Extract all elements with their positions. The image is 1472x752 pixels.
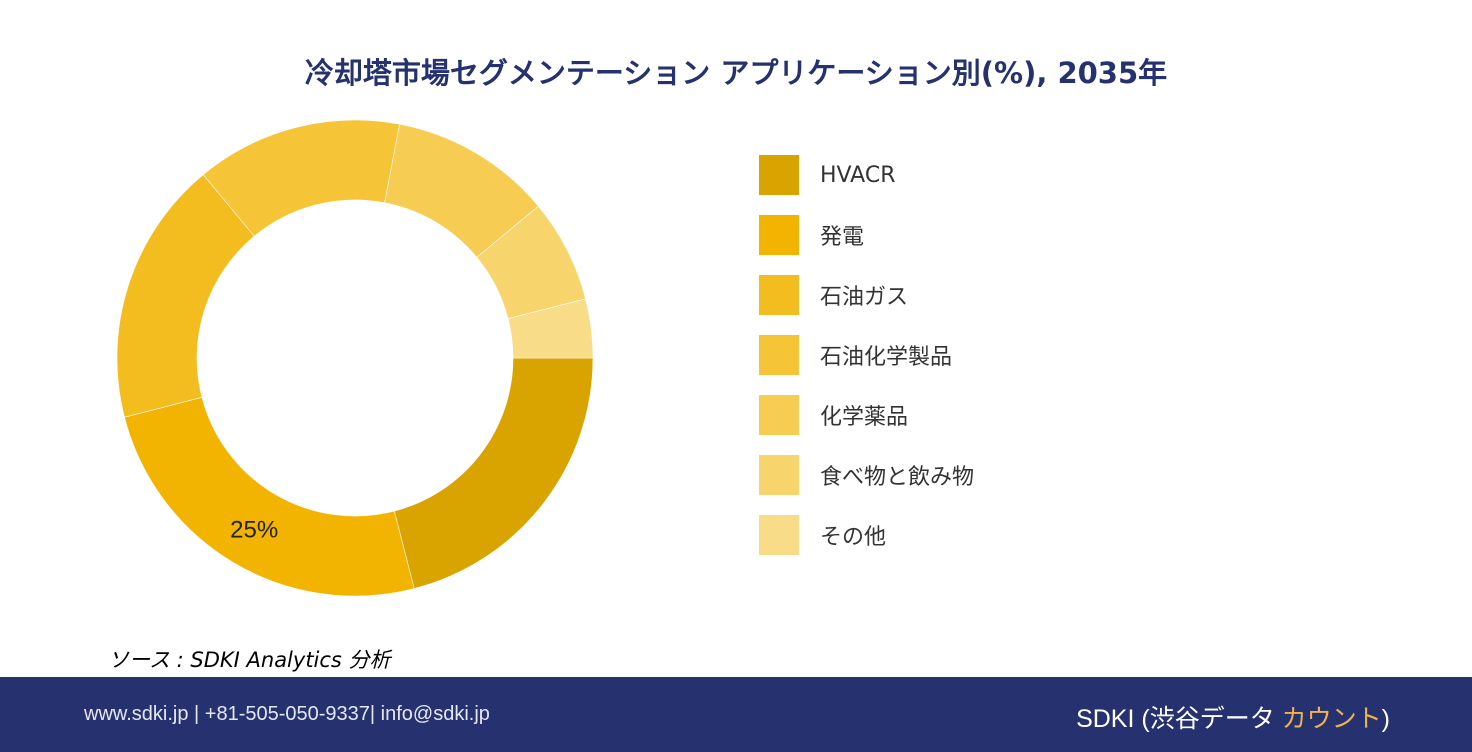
legend-item: 発電 <box>759 215 974 255</box>
legend-swatch <box>759 155 799 195</box>
source-note: ソース : SDKI Analytics 分析 <box>108 648 391 672</box>
legend-swatch <box>759 215 799 255</box>
brand-logo: SDKI (渋谷データ カウント) <box>1076 699 1390 735</box>
legend-swatch <box>759 275 799 315</box>
legend-swatch <box>759 395 799 435</box>
legend-item: 食べ物と飲み物 <box>759 455 974 495</box>
brand-main: SDKI (渋谷データ <box>1076 705 1282 733</box>
data-label: 25% <box>230 516 278 543</box>
legend-item: 石油ガス <box>759 275 974 315</box>
brand-accent: カウント <box>1281 705 1382 733</box>
legend-swatch <box>759 515 799 555</box>
legend-label: その他 <box>820 525 887 550</box>
legend-item: 化学薬品 <box>759 395 974 435</box>
legend-label: 発電 <box>820 225 865 250</box>
legend-label: 石油化学製品 <box>820 345 953 370</box>
legend-label: 化学薬品 <box>820 405 909 430</box>
donut-slice-6 <box>507 298 594 359</box>
donut-slice-1 <box>124 396 415 597</box>
legend-item: HVACR <box>759 155 974 195</box>
legend-label: HVACR <box>820 162 896 188</box>
footer-bar: www.sdki.jp | +81-505-050-9337| info@sdk… <box>0 677 1472 752</box>
chart-title: 冷却塔市場セグメンテーション アプリケーション別(%), 2035年 <box>304 56 1168 90</box>
legend: HVACR 発電石油ガス石油化学製品 化学薬品食べ物と飲み物 その他 <box>759 155 974 575</box>
legend-label: 食べ物と飲み物 <box>820 465 975 490</box>
donut-slice-0 <box>393 357 594 589</box>
legend-item: その他 <box>759 515 974 555</box>
brand-end: ) <box>1381 705 1390 733</box>
legend-swatch <box>759 335 799 375</box>
legend-item: 石油化学製品 <box>759 335 974 375</box>
donut-chart: 25% <box>116 119 594 597</box>
contact-info: www.sdki.jp | +81-505-050-9337| info@sdk… <box>84 703 490 725</box>
legend-label: 石油ガス <box>820 285 909 310</box>
legend-swatch <box>759 455 799 495</box>
